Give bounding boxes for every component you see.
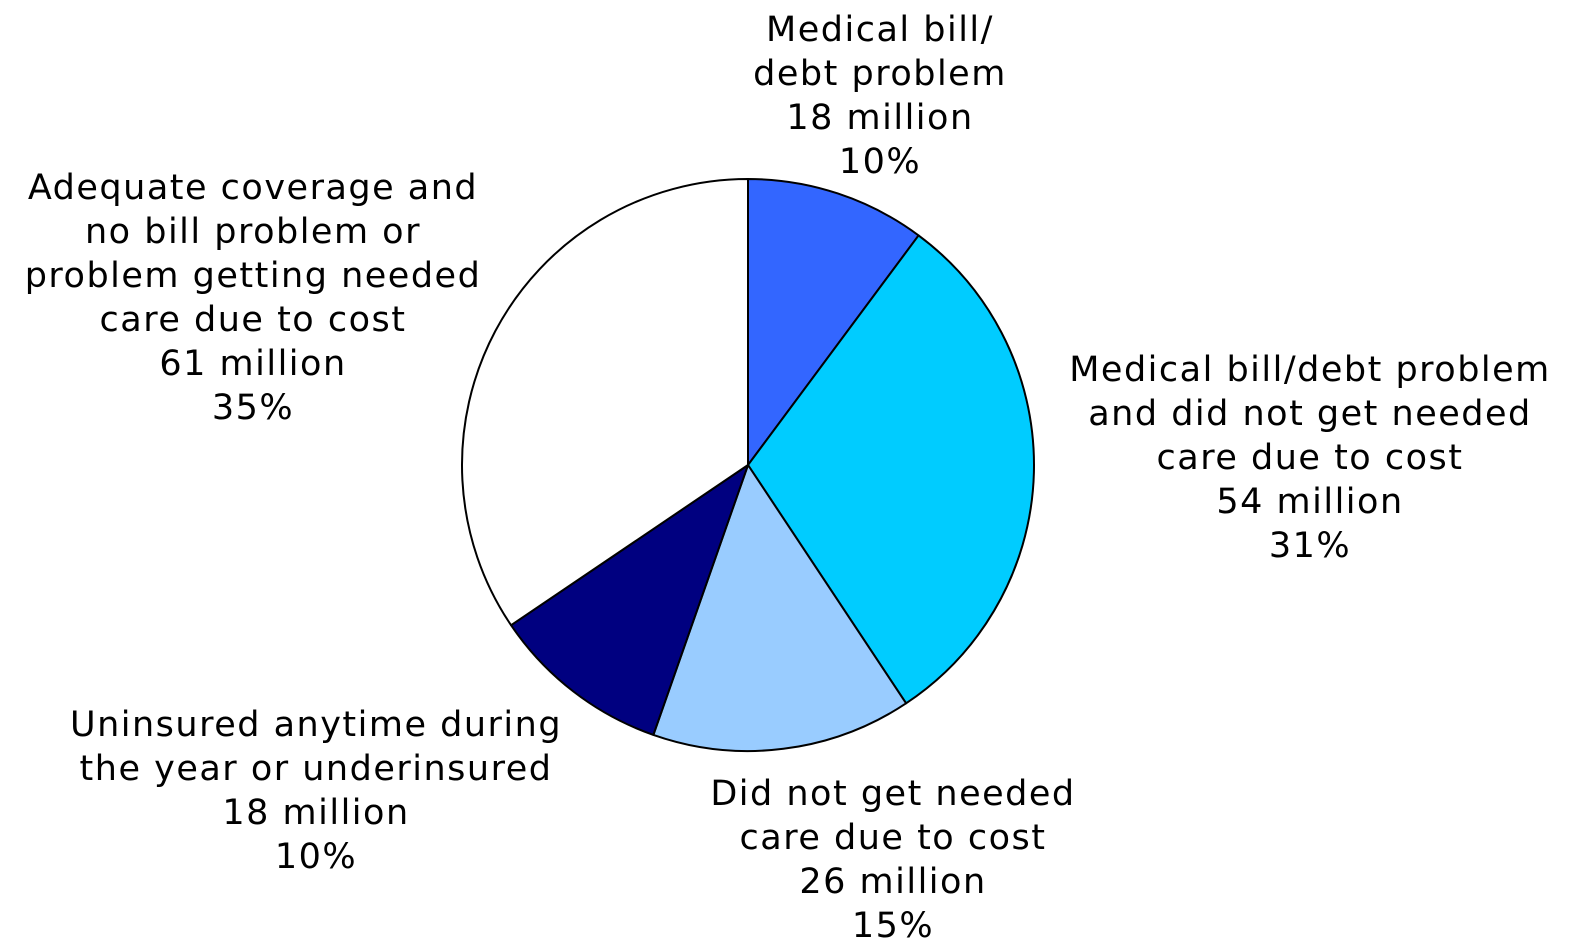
slice-label-line: care due to cost <box>740 818 1047 858</box>
slice-percent-label: 31% <box>1269 526 1351 566</box>
pie-slice-1 <box>747 178 920 466</box>
slice-label-1: Medical bill/debt problem 18 million 10% <box>753 10 1007 182</box>
slice-label-line: care due to cost <box>1157 438 1464 478</box>
slice-percent-label: 15% <box>852 906 934 946</box>
pie-slice-5 <box>460 178 749 627</box>
slice-value-label: 18 million <box>222 793 409 833</box>
slice-value-label: 18 million <box>786 98 973 138</box>
slice-value-label: 54 million <box>1216 482 1403 522</box>
slice-label-4: Uninsured anytime during the year or unde… <box>70 705 562 877</box>
slice-label-line: no bill problem or <box>85 212 421 252</box>
slice-label-line: Medical bill/ <box>766 10 994 50</box>
slice-label-2: Medical bill/debt problem and did not get… <box>1069 350 1551 566</box>
slice-label-line: debt problem <box>753 54 1007 94</box>
slice-label-line: Uninsured anytime during <box>70 705 562 745</box>
pie-slice-3 <box>652 464 908 752</box>
pie-slice-4 <box>510 464 749 736</box>
pie-slices <box>460 178 1036 752</box>
slice-value-label: 61 million <box>159 344 346 384</box>
slice-percent-label: 35% <box>212 388 294 428</box>
slice-label-line: Medical bill/debt problem <box>1069 350 1551 390</box>
slice-label-line: and did not get needed <box>1088 394 1532 434</box>
pie-slice-2 <box>747 234 1036 705</box>
slice-label-line: care due to cost <box>100 300 407 340</box>
slice-label-5: Adequate coverage and no bill problem or p… <box>25 168 482 428</box>
slice-label-line: Adequate coverage and <box>28 168 478 208</box>
slice-label-line: the year or underinsured <box>80 749 553 789</box>
slice-label-line: Did not get needed <box>710 774 1075 814</box>
slice-percent-label: 10% <box>839 142 921 182</box>
pie-labels: Medical bill/debt problem 18 million 10%Me… <box>25 10 1551 946</box>
slice-value-label: 26 million <box>799 862 986 902</box>
slice-label-3: Did not get needed care due to cost 26 mil… <box>710 774 1075 946</box>
slice-percent-label: 10% <box>275 837 357 877</box>
slice-label-line: problem getting needed <box>25 256 482 296</box>
